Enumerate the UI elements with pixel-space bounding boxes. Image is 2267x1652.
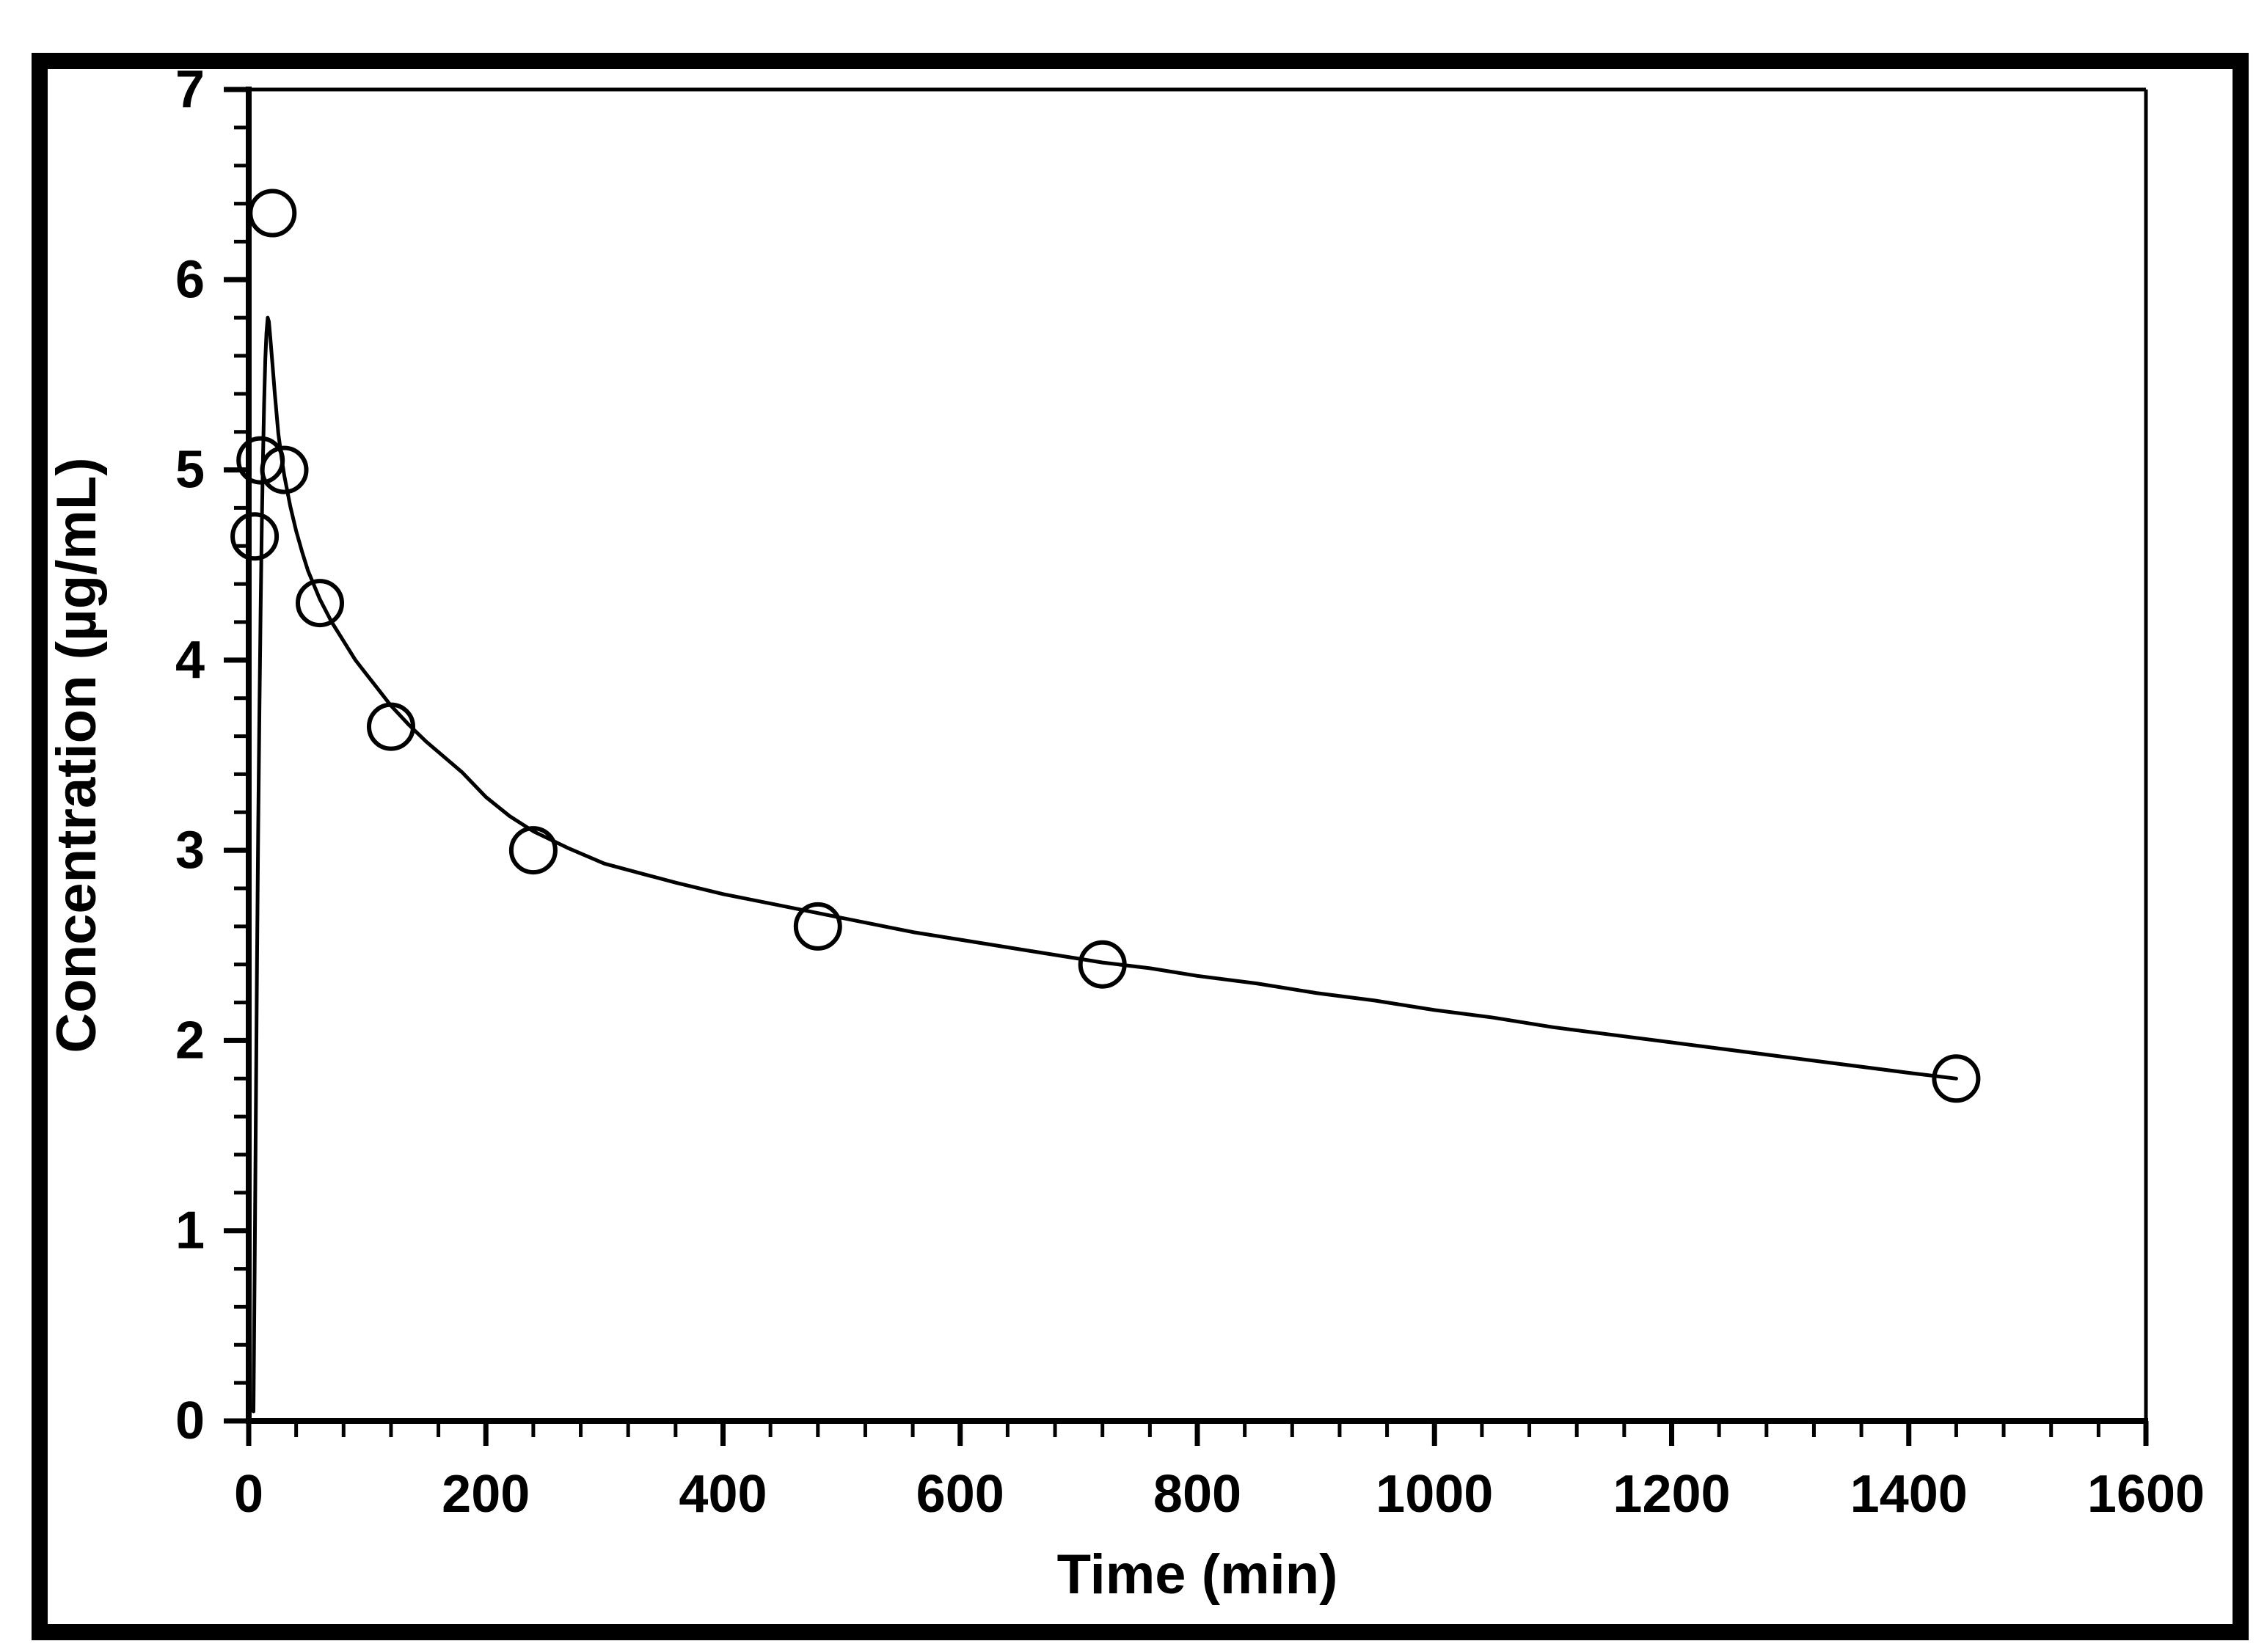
data-point-marker xyxy=(236,436,285,485)
data-point-marker xyxy=(367,702,415,751)
data-point-marker xyxy=(1078,940,1127,989)
fitted-curve xyxy=(252,315,1958,1414)
data-point-markers xyxy=(230,189,1981,1103)
y-axis-title: Concentration (µg/mL) xyxy=(45,457,108,1053)
data-point-marker xyxy=(508,826,558,875)
y-tick-label: 1 xyxy=(175,1202,205,1260)
data-point-marker xyxy=(248,189,297,238)
axis-tick-labels: 0 200 400 600 800 1000 1200 1400 1600 0 1 2 3 4 5 6 7 xyxy=(175,60,2205,1524)
y-tick-label: 5 xyxy=(175,441,205,500)
axis-ticks xyxy=(224,87,2149,1446)
y-tick-label: 2 xyxy=(175,1011,205,1070)
x-tick-label: 1600 xyxy=(2087,1465,2205,1524)
x-tick-label: 1000 xyxy=(1376,1465,1493,1524)
x-tick-label: 400 xyxy=(679,1465,767,1524)
y-tick-label: 7 xyxy=(175,60,205,119)
data-point-marker xyxy=(230,512,280,561)
data-point-marker xyxy=(260,445,309,494)
x-tick-label: 200 xyxy=(442,1465,530,1524)
x-tick-label: 600 xyxy=(916,1465,1004,1524)
x-tick-label: 0 xyxy=(234,1465,263,1524)
figure-border xyxy=(32,53,2249,1640)
x-tick-label: 800 xyxy=(1153,1465,1241,1524)
x-tick-label: 1400 xyxy=(1850,1465,1968,1524)
y-tick-label: 4 xyxy=(175,631,205,690)
data-point-marker xyxy=(793,902,842,951)
data-point-marker xyxy=(1932,1054,1981,1103)
y-tick-label: 6 xyxy=(175,250,205,309)
plot-area-border xyxy=(246,87,2148,1424)
data-point-marker xyxy=(296,579,344,628)
y-tick-label: 0 xyxy=(175,1392,205,1450)
x-tick-label: 1200 xyxy=(1613,1465,1730,1524)
y-tick-label: 3 xyxy=(175,821,205,880)
x-axis-title: Time (min) xyxy=(1057,1543,1338,1606)
